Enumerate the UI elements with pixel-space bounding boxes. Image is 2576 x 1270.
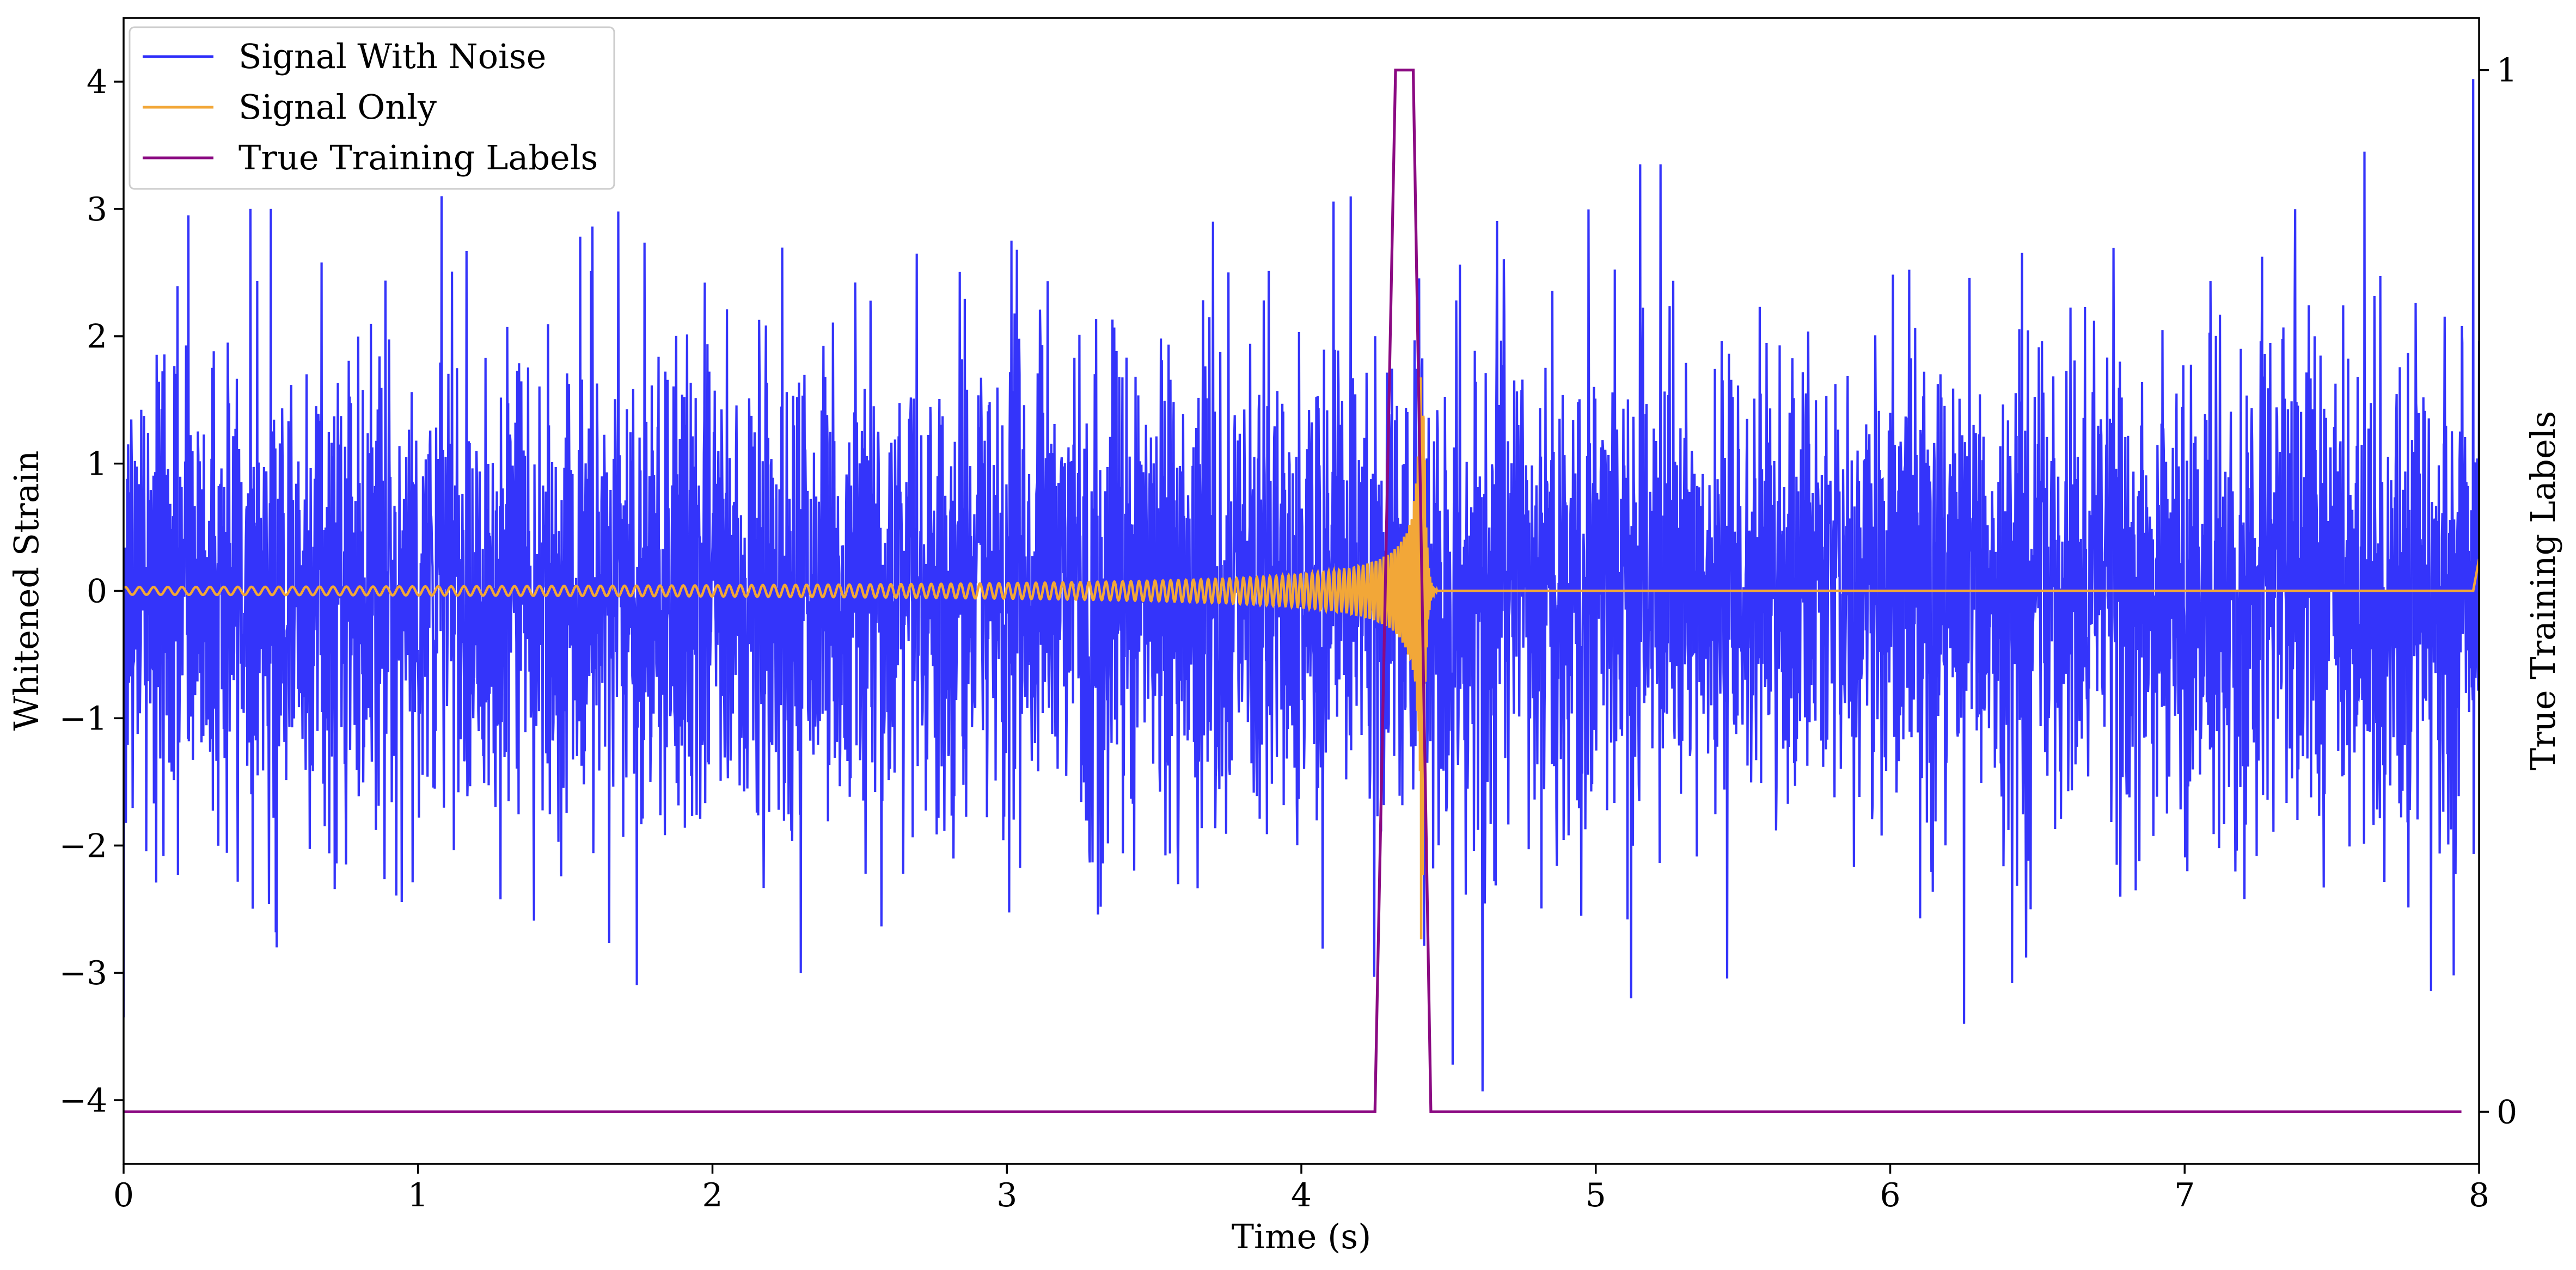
x-tick-label: 2 bbox=[702, 1176, 723, 1214]
y-tick-label: −2 bbox=[59, 827, 107, 865]
x-tick-label: 0 bbox=[113, 1176, 134, 1214]
y2-tick-label: 0 bbox=[2497, 1093, 2517, 1131]
y-tick-label: 1 bbox=[87, 445, 107, 483]
y2-tick-label: 1 bbox=[2497, 52, 2517, 90]
x-tick-label: 3 bbox=[996, 1176, 1017, 1214]
legend: Signal With Noise Signal Only True Train… bbox=[129, 26, 615, 190]
legend-box bbox=[129, 26, 615, 190]
y-axis-left: 4 3 2 1 0 −1 −2 −3 −4 bbox=[59, 63, 124, 1120]
x-axis-title: Time (s) bbox=[1232, 1217, 1372, 1256]
x-tick-label: 5 bbox=[1586, 1176, 1606, 1214]
legend-label-true-training-labels: True Training Labels bbox=[238, 138, 598, 177]
y-axis-right: 10 bbox=[2479, 52, 2517, 1131]
signal-only-line bbox=[124, 377, 2479, 940]
y-tick-label: −4 bbox=[59, 1082, 107, 1120]
y-tick-label: −1 bbox=[59, 700, 107, 738]
y-tick-label: 3 bbox=[87, 191, 107, 229]
x-tick-label: 6 bbox=[1880, 1176, 1900, 1214]
legend-label-signal-only: Signal Only bbox=[238, 87, 437, 127]
x-tick-label: 7 bbox=[2174, 1176, 2195, 1214]
true-training-labels-line bbox=[124, 69, 2462, 1113]
y2-axis-title: True Training Labels bbox=[2523, 411, 2563, 770]
y-tick-label: 0 bbox=[87, 573, 107, 611]
legend-label-signal-with-noise: Signal With Noise bbox=[238, 36, 546, 76]
y-axis-title: Whitened Strain bbox=[7, 451, 46, 731]
signal-with-noise-line bbox=[124, 79, 2479, 1091]
x-axis: 0 1 2 3 4 5 6 7 8 bbox=[113, 1164, 2489, 1214]
plot-area bbox=[124, 69, 2479, 1113]
y-tick-label: 4 bbox=[87, 63, 107, 101]
x-tick-label: 4 bbox=[1291, 1176, 1312, 1214]
y-tick-label: 2 bbox=[87, 318, 107, 356]
x-tick-label: 1 bbox=[408, 1176, 429, 1214]
y-tick-label: −3 bbox=[59, 954, 107, 992]
x-tick-label: 8 bbox=[2469, 1176, 2489, 1214]
